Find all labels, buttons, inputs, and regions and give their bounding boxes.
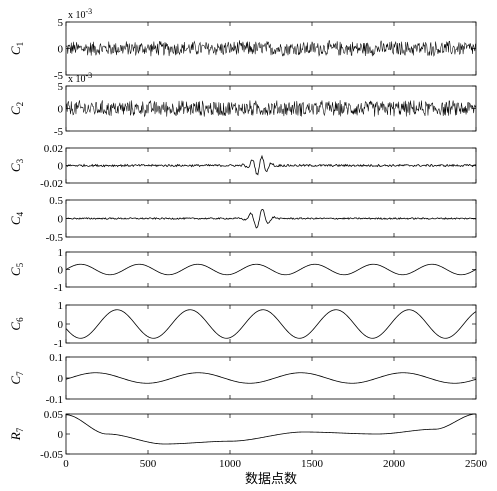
y-tick-label: 1 (58, 247, 64, 259)
y-tick-label: 0 (58, 214, 64, 226)
series-line (65, 413, 477, 445)
y-tick-label: 1 (58, 300, 64, 312)
panel-7: -0.1 0 0.1 C7 (8, 352, 477, 406)
panel-4: -0.5 0 0.5 C4 (8, 195, 477, 244)
y-axis-label: C4 (8, 211, 25, 225)
y-axis-label: C7 (8, 371, 25, 385)
y-axis-label: C1 (8, 42, 25, 55)
y-tick-label: 0 (58, 161, 64, 173)
x-tick-label: 1500 (301, 458, 324, 470)
y-axis-label: C2 (8, 102, 25, 115)
y-tick-label: -0.02 (40, 178, 63, 190)
x-tick-label: 500 (140, 458, 157, 470)
x-axis: 0 500 1000 1500 2000 2500 (63, 458, 487, 470)
y-tick-label: 0 (58, 265, 64, 277)
panels-group: -5 0 5 x 10-3 C1 -5 0 5 x 10-3 C2 -0.02 0 0.02 C3 -0.5… (8, 7, 477, 461)
y-tick-label: 0 (58, 104, 64, 116)
y-tick-label: 0 (58, 373, 64, 385)
y-tick-label: -5 (54, 70, 64, 82)
y-axis-label: C5 (8, 262, 25, 276)
y-tick-label: 0 (58, 44, 64, 56)
y-multiplier: x 10-3 (68, 7, 92, 21)
y-tick-label: -0.05 (40, 449, 63, 461)
y-multiplier: x 10-3 (68, 71, 92, 85)
panel-6: -1 0 1 C6 (8, 300, 477, 350)
series-line (65, 309, 477, 339)
y-tick-label: 5 (58, 81, 64, 93)
panel-1: -5 0 5 x 10-3 C1 (8, 7, 477, 82)
panel-frame (65, 356, 477, 400)
x-tick-label: 0 (63, 458, 69, 470)
series-line (65, 154, 477, 176)
panel-2: -5 0 5 x 10-3 C2 (8, 71, 477, 138)
y-axis-label: C3 (8, 158, 25, 172)
panel-3: -0.02 0 0.02 C3 (8, 143, 477, 190)
x-tick-label: 1000 (219, 458, 242, 470)
y-tick-label: 0 (58, 429, 64, 441)
series-line (65, 263, 477, 276)
y-tick-label: 5 (58, 17, 64, 29)
y-tick-label: -1 (54, 282, 63, 294)
series-line (65, 40, 477, 57)
y-tick-label: -5 (54, 126, 64, 138)
x-axis-label: 数据点数 (245, 472, 297, 487)
series-line (65, 209, 477, 229)
series-line (65, 372, 477, 384)
series-line (65, 100, 477, 118)
panel-frame (65, 304, 477, 344)
y-tick-label: 0.05 (44, 409, 64, 421)
y-tick-label: 0.1 (49, 352, 63, 364)
panel-5: -1 0 1 C5 (8, 247, 477, 294)
panel-8: -0.05 0 0.05 R7 (8, 409, 477, 461)
y-tick-label: -0.1 (46, 394, 63, 406)
y-tick-label: 0.02 (44, 143, 63, 155)
y-tick-label: 0 (58, 319, 64, 331)
panel-frame (65, 413, 477, 455)
y-tick-label: -1 (54, 338, 63, 350)
x-tick-label: 2500 (465, 458, 488, 470)
y-axis-label: R7 (8, 427, 25, 441)
x-tick-label: 2000 (383, 458, 406, 470)
y-tick-label: 0.5 (49, 195, 63, 207)
y-tick-label: -0.5 (46, 232, 64, 244)
y-axis-label: C6 (8, 317, 25, 331)
